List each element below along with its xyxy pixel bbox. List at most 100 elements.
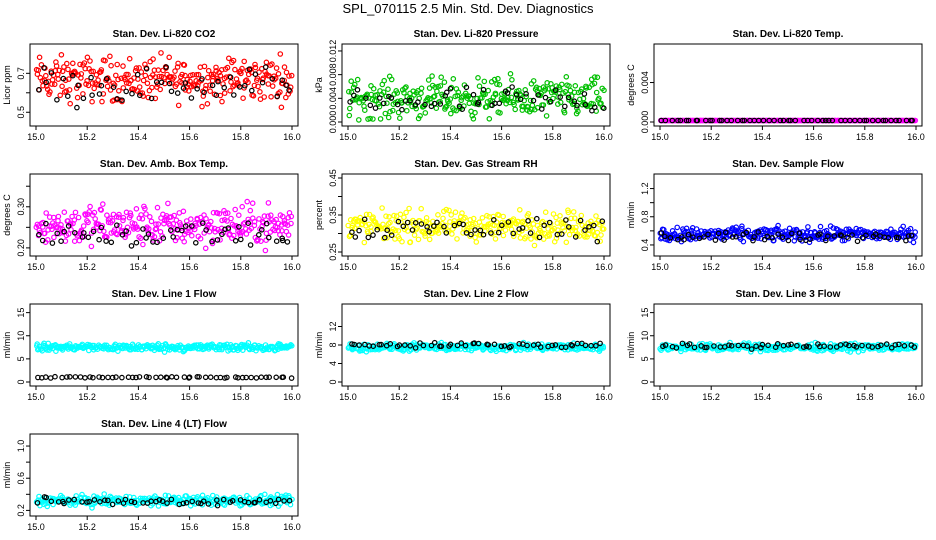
data-point <box>498 91 505 97</box>
data-point <box>44 237 51 243</box>
data-point <box>467 95 474 102</box>
data-point <box>533 215 540 222</box>
data-point <box>154 239 160 246</box>
data-point <box>242 82 248 89</box>
data-point <box>675 117 681 124</box>
data-point <box>82 374 88 381</box>
data-point <box>265 234 272 241</box>
data-point <box>370 116 376 122</box>
data-point <box>426 229 433 235</box>
data-point <box>239 65 245 72</box>
data-point <box>367 102 374 109</box>
data-point <box>248 225 255 232</box>
data-point <box>186 88 192 94</box>
y-tick-label: 0.012 <box>328 40 338 63</box>
data-point <box>386 214 392 220</box>
plot-frame <box>653 173 923 257</box>
data-point <box>523 93 530 100</box>
panel-7: Stan. Dev. Line 1 Flow 15.0 15.2 15.4 15.6 15… <box>2 289 301 402</box>
data-point <box>573 105 580 111</box>
data-point <box>131 499 138 506</box>
data-point <box>470 116 477 122</box>
data-point <box>895 235 902 241</box>
x-tick-label: 15.2 <box>78 392 96 402</box>
data-point <box>805 224 811 230</box>
data-point <box>591 80 598 87</box>
data-point <box>824 233 831 240</box>
data-point <box>243 374 250 381</box>
data-point <box>507 71 514 77</box>
data-point <box>387 108 393 115</box>
data-point <box>251 82 258 89</box>
data-point <box>165 493 172 499</box>
data-point <box>751 234 758 240</box>
data-point <box>65 231 72 237</box>
data-point <box>553 235 560 242</box>
data-point <box>447 96 454 102</box>
data-point <box>115 76 121 83</box>
data-point <box>257 89 263 95</box>
data-point <box>361 107 368 114</box>
data-point <box>226 55 232 62</box>
data-point <box>193 72 200 78</box>
data-point <box>821 343 828 350</box>
data-point <box>456 103 463 110</box>
data-point <box>155 221 162 227</box>
panel-5: Stan. Dev. Gas Stream RH 15.0 15.2 15.4 15.6… <box>314 159 613 272</box>
data-point <box>229 497 236 504</box>
data-point <box>114 96 120 102</box>
data-point <box>428 103 435 110</box>
series-all <box>33 339 295 355</box>
y-tick-label: 15 <box>640 308 650 318</box>
data-point <box>186 374 193 381</box>
data-point <box>200 498 207 505</box>
data-point <box>460 221 467 228</box>
data-point <box>744 343 751 349</box>
x-tick-label: 15.0 <box>27 132 45 142</box>
data-point <box>236 212 242 219</box>
data-point <box>221 90 228 96</box>
data-point <box>179 227 185 234</box>
y-tick-label: 0.008 <box>328 63 338 86</box>
data-point <box>173 374 180 381</box>
y-tick-label: 1.0 <box>16 440 26 453</box>
data-point <box>143 211 149 217</box>
data-point <box>718 117 725 124</box>
data-point <box>65 93 71 100</box>
data-point <box>230 83 236 90</box>
data-point <box>412 220 419 226</box>
data-point <box>366 211 373 218</box>
data-point <box>166 54 173 61</box>
data-point <box>127 210 134 216</box>
data-point <box>67 373 73 380</box>
data-point <box>84 499 90 505</box>
panel-title: Stan. Dev. Amb. Box Temp. <box>100 159 228 170</box>
data-point <box>582 223 589 230</box>
y-tick-label: 0.20 <box>16 239 26 257</box>
data-point <box>502 227 509 234</box>
data-point <box>168 227 174 234</box>
data-point <box>277 89 283 95</box>
data-point <box>286 87 292 93</box>
data-point <box>54 230 61 237</box>
data-point <box>527 230 534 236</box>
data-point <box>569 227 576 234</box>
data-point <box>733 224 740 231</box>
data-point <box>107 53 113 60</box>
data-point <box>796 230 803 237</box>
series-selected <box>36 220 291 249</box>
data-point <box>72 209 79 216</box>
data-point <box>171 212 178 219</box>
y-tick-label: 0.45 <box>328 169 338 187</box>
data-point <box>156 497 163 503</box>
data-point <box>255 237 261 243</box>
data-point <box>136 84 143 90</box>
data-point <box>572 83 579 89</box>
data-point <box>509 84 515 90</box>
panel-title: Stan. Dev. Gas Stream RH <box>414 159 537 170</box>
x-tick-label: 15.6 <box>493 132 511 142</box>
data-point <box>712 237 719 243</box>
data-point <box>86 498 93 505</box>
data-point <box>241 220 248 226</box>
